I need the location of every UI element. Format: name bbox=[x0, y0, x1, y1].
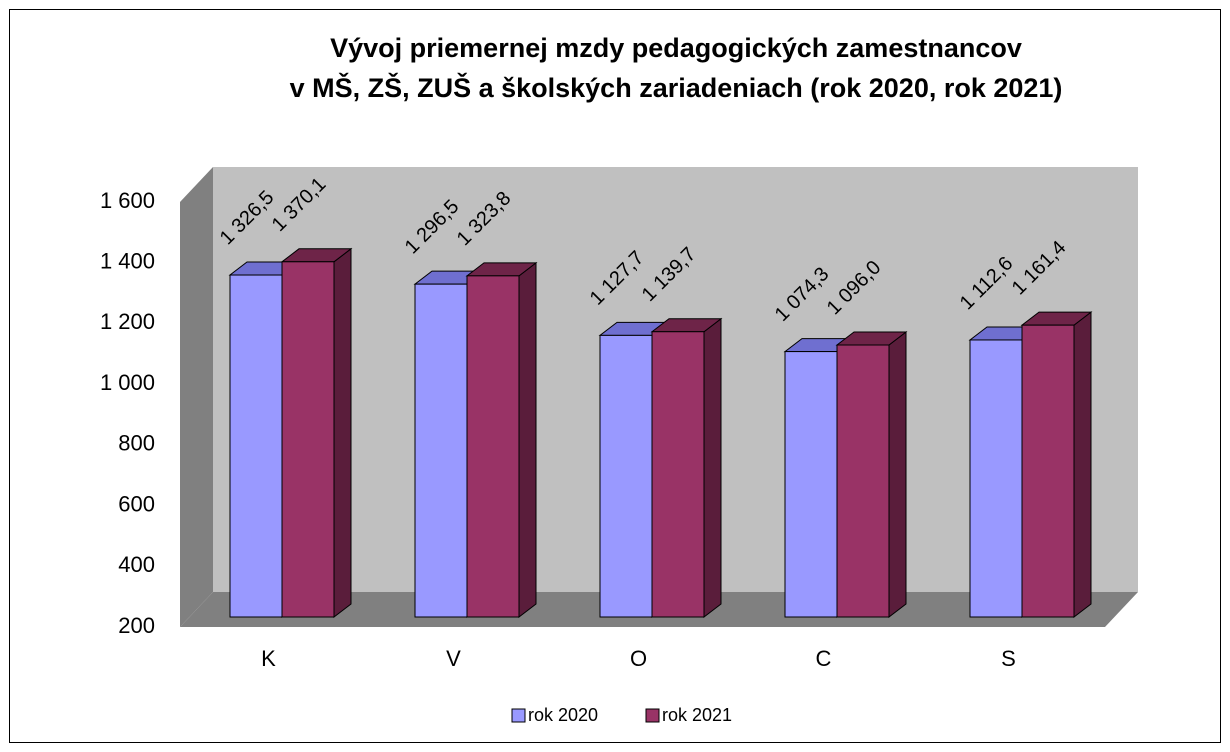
y-tick-label: 600 bbox=[118, 491, 155, 516]
bar bbox=[651, 331, 705, 618]
bar-side bbox=[703, 317, 722, 619]
x-tick-label: C bbox=[816, 646, 832, 671]
bar-side bbox=[518, 261, 537, 619]
bar bbox=[1021, 324, 1075, 618]
legend-swatch bbox=[645, 708, 660, 723]
legend-swatch bbox=[511, 708, 526, 723]
bar bbox=[784, 351, 838, 618]
y-tick-label: 400 bbox=[118, 552, 155, 577]
y-tick-label: 800 bbox=[118, 431, 155, 456]
bar-side bbox=[333, 247, 352, 619]
legend-label: rok 2020 bbox=[528, 705, 598, 725]
bar bbox=[281, 261, 335, 618]
y-tick-label: 1 400 bbox=[100, 249, 155, 274]
chart-title: Vývoj priemernej mzdy pedagogických zame… bbox=[330, 33, 1022, 63]
side-wall bbox=[180, 167, 213, 627]
x-tick-label: V bbox=[446, 646, 461, 671]
bar bbox=[466, 275, 520, 618]
y-tick-label: 1 600 bbox=[100, 188, 155, 213]
bar-side bbox=[888, 330, 907, 619]
bar bbox=[599, 334, 653, 618]
chart-title: v MŠ, ZŠ, ZUŠ a školských zariadeniach (… bbox=[290, 72, 1063, 103]
bar bbox=[414, 283, 468, 618]
y-tick-label: 1 000 bbox=[100, 370, 155, 395]
y-tick-label: 1 200 bbox=[100, 309, 155, 334]
x-tick-label: O bbox=[630, 646, 647, 671]
bar bbox=[836, 344, 890, 618]
x-tick-label: S bbox=[1001, 646, 1016, 671]
y-tick-label: 200 bbox=[118, 613, 155, 638]
bar bbox=[229, 274, 283, 618]
legend-label: rok 2021 bbox=[662, 705, 732, 725]
bar-side bbox=[1073, 311, 1092, 619]
x-tick-label: K bbox=[261, 646, 276, 671]
bar bbox=[969, 339, 1023, 618]
